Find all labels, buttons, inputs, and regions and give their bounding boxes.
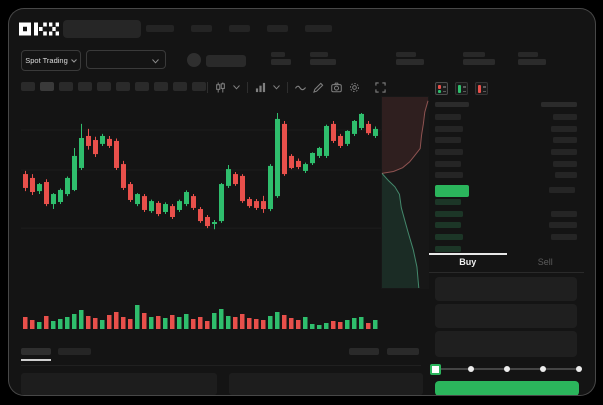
orderbook-header bbox=[435, 102, 577, 108]
last-price-badge[interactable] bbox=[435, 185, 469, 197]
book-bids-view-icon[interactable] bbox=[455, 82, 468, 95]
orderbook-row[interactable] bbox=[435, 245, 577, 252]
indicators-icon[interactable] bbox=[255, 82, 266, 93]
fullscreen-icon[interactable] bbox=[375, 81, 386, 93]
order-price-field[interactable] bbox=[435, 277, 577, 301]
bottom-toolbar-item[interactable] bbox=[387, 348, 419, 355]
orderbook-row[interactable] bbox=[435, 160, 577, 167]
tab-buy[interactable]: Buy bbox=[429, 253, 507, 272]
orderbook-header-price-col bbox=[435, 102, 469, 107]
timeframe-button[interactable] bbox=[192, 82, 206, 91]
avatar[interactable] bbox=[187, 53, 201, 67]
bottom-panel bbox=[21, 373, 217, 395]
trade-tabs: Buy Sell bbox=[429, 253, 584, 273]
divider bbox=[21, 365, 421, 366]
chevron-down-icon bbox=[70, 56, 77, 65]
bottom-tab[interactable] bbox=[58, 348, 91, 355]
orderbook-row[interactable] bbox=[435, 137, 577, 144]
orderbook-asks bbox=[435, 114, 577, 179]
bottom-tab-indicator bbox=[21, 359, 51, 361]
ticker-stat bbox=[310, 52, 336, 65]
orderbook-row[interactable] bbox=[435, 222, 577, 229]
order-total-field[interactable] bbox=[435, 331, 577, 357]
orderbook-row[interactable] bbox=[435, 210, 577, 217]
order-amount-field[interactable] bbox=[435, 304, 577, 328]
ticker-stat bbox=[396, 52, 424, 65]
slider-dot[interactable] bbox=[504, 366, 510, 372]
timeframe-button[interactable] bbox=[173, 82, 187, 91]
slider-dot[interactable] bbox=[576, 366, 582, 372]
top-nav bbox=[146, 25, 332, 32]
settings-gear-icon[interactable] bbox=[349, 82, 360, 93]
timeframe-button[interactable] bbox=[21, 82, 35, 91]
market-selector-button[interactable]: Spot Trading bbox=[21, 50, 81, 71]
divider bbox=[287, 81, 288, 93]
orderbook-row[interactable] bbox=[435, 114, 577, 120]
market-selector-label: Spot Trading bbox=[25, 56, 68, 65]
candle-style-icon[interactable] bbox=[215, 81, 226, 93]
orderbook-row[interactable] bbox=[435, 172, 577, 179]
nav-item[interactable] bbox=[305, 25, 332, 32]
nav-item[interactable] bbox=[146, 25, 174, 32]
ticker-stat bbox=[463, 52, 495, 65]
orderbook-row[interactable] bbox=[435, 149, 577, 156]
volume-bars bbox=[23, 305, 378, 329]
book-combined-view-icon[interactable] bbox=[435, 82, 448, 95]
nav-item[interactable] bbox=[191, 25, 212, 32]
buy-submit-button[interactable] bbox=[435, 381, 579, 395]
search-input[interactable] bbox=[63, 20, 141, 38]
timeframe-button[interactable] bbox=[116, 82, 130, 91]
bottom-panel bbox=[229, 373, 423, 395]
amount-percent-slider[interactable] bbox=[430, 363, 583, 375]
timeframe-button[interactable] bbox=[59, 82, 73, 91]
orderbook-row[interactable] bbox=[435, 125, 577, 132]
nav-item[interactable] bbox=[229, 25, 250, 32]
divider bbox=[207, 81, 208, 93]
orderbook-bids bbox=[435, 199, 577, 252]
timeframe-toolbar bbox=[21, 82, 206, 91]
slider-dot[interactable] bbox=[540, 366, 546, 372]
divider bbox=[247, 81, 248, 93]
line-tool-icon[interactable] bbox=[295, 82, 306, 93]
okx-logo bbox=[19, 22, 59, 36]
tab-sell[interactable]: Sell bbox=[537, 257, 553, 267]
orderbook-row[interactable] bbox=[435, 199, 577, 205]
candlestick-chart[interactable] bbox=[21, 96, 383, 299]
timeframe-button[interactable] bbox=[135, 82, 149, 91]
bottom-tab-active[interactable] bbox=[21, 348, 51, 355]
slider-handle[interactable] bbox=[430, 363, 441, 375]
orderbook-header-amount-col bbox=[541, 102, 577, 107]
nav-item[interactable] bbox=[267, 25, 288, 32]
timeframe-button[interactable] bbox=[154, 82, 168, 91]
chevron-down-icon[interactable] bbox=[233, 84, 240, 90]
pair-selector-dropdown[interactable] bbox=[86, 50, 166, 69]
timeframe-button[interactable] bbox=[78, 82, 92, 91]
chevron-down-icon bbox=[152, 51, 159, 69]
ticker-stat bbox=[518, 52, 546, 65]
chevron-down-icon[interactable] bbox=[273, 84, 280, 90]
timeframe-button[interactable] bbox=[40, 82, 54, 91]
bottom-toolbar-item[interactable] bbox=[349, 348, 379, 355]
timeframe-button[interactable] bbox=[97, 82, 111, 91]
app-window: Spot Trading bbox=[8, 8, 596, 396]
camera-icon[interactable] bbox=[331, 82, 342, 93]
depth-chart bbox=[381, 96, 429, 289]
orderbook-view-toggles bbox=[435, 82, 488, 95]
orderbook-row[interactable] bbox=[435, 234, 577, 241]
ticker-stat bbox=[271, 52, 291, 65]
orderbook-row-bar bbox=[549, 187, 575, 193]
chart-tools-toolbar bbox=[207, 81, 386, 93]
slider-dot[interactable] bbox=[468, 366, 474, 372]
book-asks-view-icon[interactable] bbox=[475, 82, 488, 95]
draw-pencil-icon[interactable] bbox=[313, 82, 324, 93]
account-chip[interactable] bbox=[206, 55, 246, 67]
